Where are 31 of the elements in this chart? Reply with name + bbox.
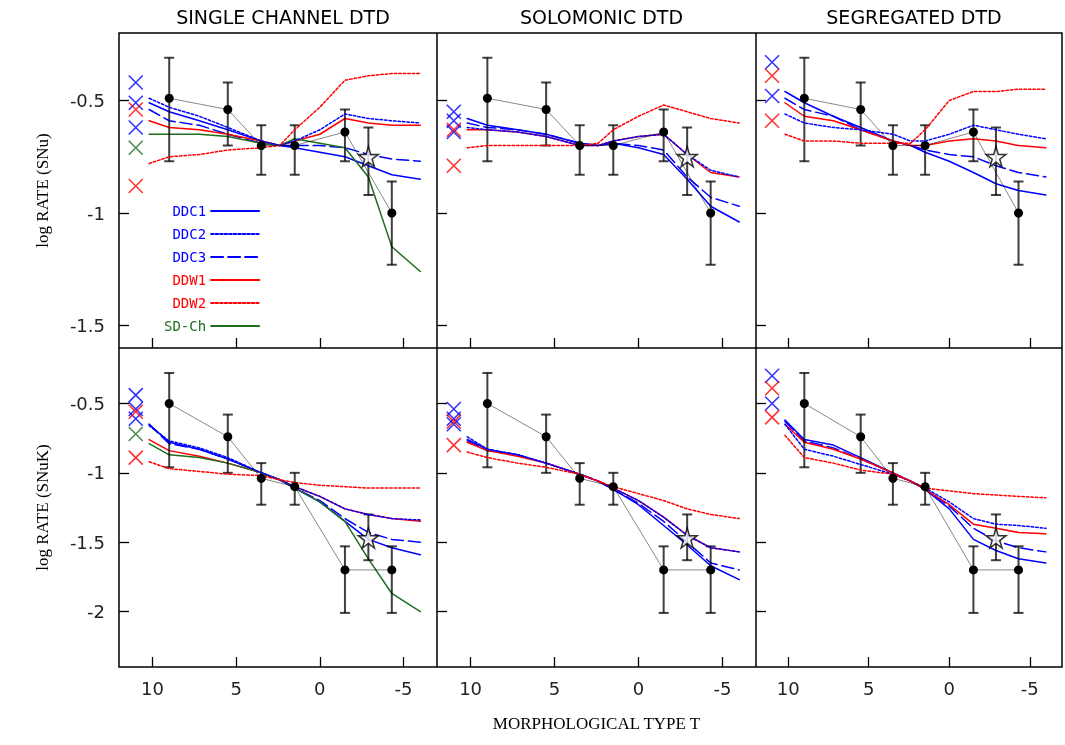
x-axis-title: MORPHOLOGICAL TYPE T [492,714,701,733]
x-tick-label: 10 [459,677,483,699]
legend-label: DDC3 [172,249,207,265]
legend-label: DDC1 [172,203,207,219]
legend-label: DDW1 [172,272,207,288]
y-tick-label: -1.5 [69,531,105,553]
y-tick-label: -0.5 [69,392,105,414]
y-tick-label: -1 [87,462,105,484]
y-tick-label: -0.5 [69,90,105,111]
x-tick-label: -5 [713,677,732,699]
x-tick-label: 5 [230,677,242,699]
x-tick-label: 0 [632,677,645,699]
legend-label: DDW2 [172,295,207,311]
x-tick-label: 5 [548,677,561,699]
x-tick-label: 0 [943,677,955,699]
x-tick-label: 10 [141,677,164,699]
legend-label: DDC2 [172,226,207,242]
x-tick-label: -5 [1020,677,1039,699]
y-tick-label: -2 [87,601,105,623]
chart-title: SINGLE CHANNEL DTD [176,5,390,28]
x-tick-label: 10 [776,677,800,699]
legend-label: SD-Ch [163,318,207,334]
x-tick-label: 5 [863,677,875,699]
y-axis-title: log RATE (SNu) [33,133,52,248]
x-tick-label: 0 [314,677,326,699]
y-axis-title: log RATE (SNuK) [33,444,52,571]
chart-title: SEGREGATED DTD [826,5,1002,28]
y-tick-label: -1 [87,202,105,224]
x-tick-label: -5 [394,677,413,699]
y-tick-label: -1.5 [69,315,105,336]
chart-title: SOLOMONIC DTD [519,5,684,28]
